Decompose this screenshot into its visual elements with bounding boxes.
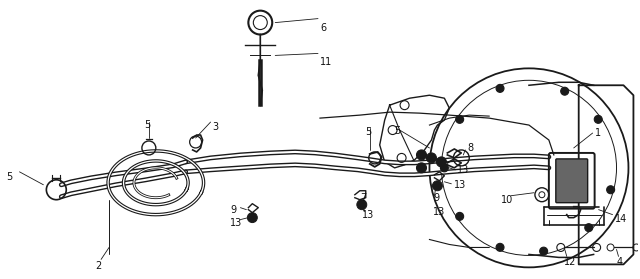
Circle shape: [436, 157, 446, 167]
Circle shape: [540, 247, 548, 255]
FancyBboxPatch shape: [556, 159, 588, 203]
Circle shape: [456, 116, 463, 123]
Circle shape: [440, 164, 449, 172]
Circle shape: [456, 212, 463, 220]
Text: 5: 5: [395, 126, 401, 136]
Text: 4: 4: [616, 258, 623, 267]
Text: 2: 2: [95, 261, 101, 271]
Text: 5: 5: [365, 127, 371, 137]
Circle shape: [496, 243, 504, 251]
Text: 1: 1: [595, 128, 601, 138]
Text: 13: 13: [458, 165, 470, 175]
Circle shape: [426, 153, 436, 163]
Text: 9: 9: [433, 193, 440, 203]
Circle shape: [417, 163, 426, 173]
Text: 7: 7: [360, 193, 366, 203]
Circle shape: [357, 200, 367, 210]
Text: 5: 5: [6, 172, 13, 182]
Text: 12: 12: [564, 258, 576, 267]
Text: 13: 13: [454, 180, 467, 190]
Text: 9: 9: [230, 205, 237, 215]
Circle shape: [496, 85, 504, 92]
Text: 10: 10: [501, 195, 513, 205]
Circle shape: [248, 213, 257, 223]
Text: 5: 5: [144, 120, 150, 130]
Text: 3: 3: [212, 122, 219, 132]
Circle shape: [607, 186, 614, 194]
Circle shape: [417, 150, 426, 160]
Text: 11: 11: [320, 57, 332, 68]
Circle shape: [561, 87, 569, 95]
Text: 13: 13: [433, 207, 445, 217]
Circle shape: [585, 224, 593, 232]
Circle shape: [595, 116, 602, 123]
Circle shape: [433, 181, 442, 191]
Text: 8: 8: [467, 143, 474, 153]
Text: 13: 13: [230, 218, 243, 228]
Text: 13: 13: [362, 210, 374, 220]
Text: 6: 6: [320, 23, 326, 33]
Text: 14: 14: [614, 214, 627, 224]
